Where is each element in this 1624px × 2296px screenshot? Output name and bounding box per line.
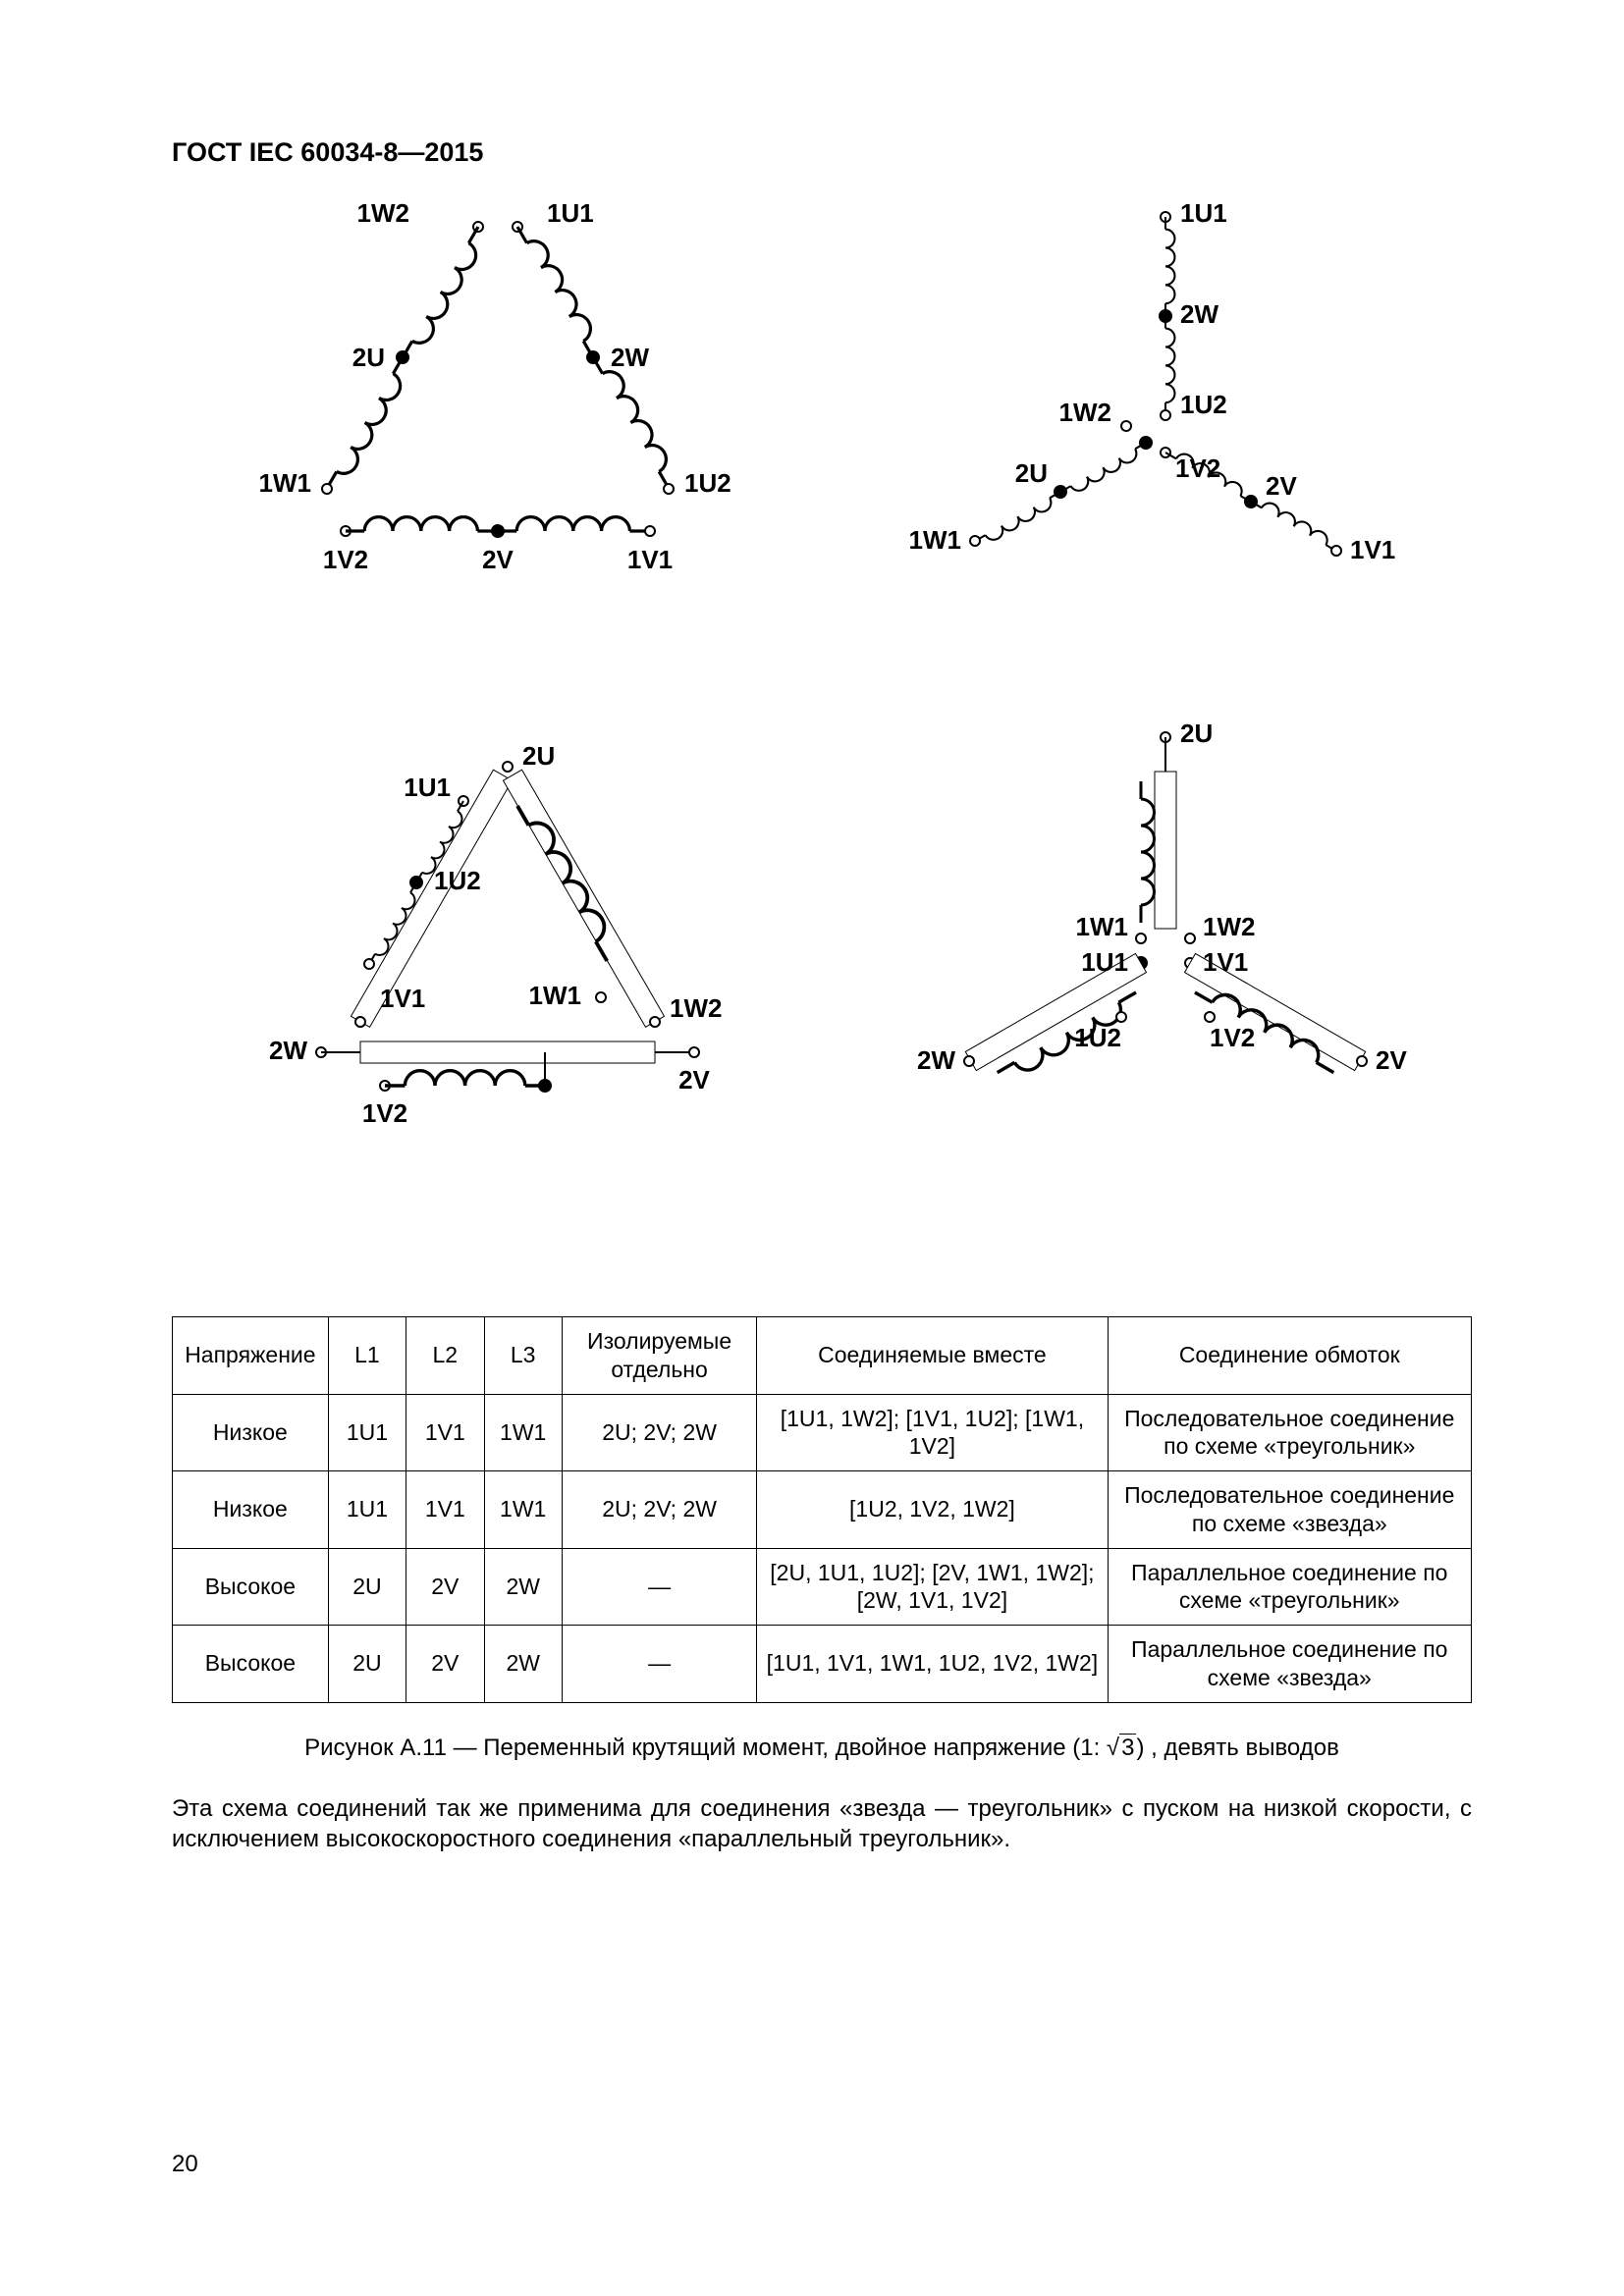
table-row: Высокое 2U 2V 2W — [2U, 1U1, 1U2]; [2V, … <box>173 1548 1472 1626</box>
svg-text:2W: 2W <box>917 1045 955 1075</box>
svg-text:1V1: 1V1 <box>380 984 425 1013</box>
col-scheme: Соединение обмоток <box>1108 1317 1471 1395</box>
svg-text:2W: 2W <box>269 1036 307 1065</box>
table-row: Высокое 2U 2V 2W — [1U1, 1V1, 1W1, 1U2, … <box>173 1626 1472 1703</box>
svg-text:1U2: 1U2 <box>1074 1023 1121 1052</box>
connection-table: Напряжение L1 L2 L3 Изолируемые отдельно… <box>172 1316 1472 1703</box>
svg-text:2V: 2V <box>1266 471 1297 501</box>
col-voltage: Напряжение <box>173 1317 329 1395</box>
document-header: ГОСТ IEC 60034-8—2015 <box>172 137 1472 168</box>
svg-text:1W1: 1W1 <box>259 468 311 498</box>
table-header-row: Напряжение L1 L2 L3 Изолируемые отдельно… <box>173 1317 1472 1395</box>
svg-text:1V1: 1V1 <box>1203 947 1248 977</box>
svg-text:1U1: 1U1 <box>1180 198 1227 228</box>
svg-text:2U: 2U <box>1015 458 1048 488</box>
col-joined: Соединяемые вместе <box>757 1317 1108 1395</box>
col-l1: L1 <box>328 1317 406 1395</box>
svg-text:1V2: 1V2 <box>1210 1023 1255 1052</box>
svg-text:1U2: 1U2 <box>684 468 731 498</box>
winding-diagrams: line, path, circle { stroke:#000; fill:n… <box>172 197 1472 1307</box>
svg-text:1W1: 1W1 <box>1076 912 1128 941</box>
svg-text:1V1: 1V1 <box>1350 535 1395 564</box>
svg-text:1W2: 1W2 <box>1203 912 1255 941</box>
diagrams-svg: line, path, circle { stroke:#000; fill:n… <box>172 197 1472 1307</box>
svg-text:1V2: 1V2 <box>362 1098 407 1128</box>
page: ГОСТ IEC 60034-8—2015 line, path, circle… <box>0 0 1624 2296</box>
svg-text:2W: 2W <box>1180 299 1218 329</box>
svg-text:1V2: 1V2 <box>1175 454 1220 483</box>
svg-text:1W1: 1W1 <box>529 981 581 1010</box>
col-l2: L2 <box>406 1317 484 1395</box>
svg-text:1U1: 1U1 <box>404 773 451 802</box>
diagram-star-series: 1U1 2W 1U2 1W2 1V2 2U 2V 1W1 1V1 <box>909 198 1396 564</box>
svg-text:2U: 2U <box>522 741 555 771</box>
svg-text:1U1: 1U1 <box>1081 947 1128 977</box>
diagram-delta-parallel: 2U 1U1 1U2 1V1 1W1 1W2 2W 1V2 2V <box>269 741 722 1128</box>
diagram-star-parallel: 2U 1W1 1W2 1U1 1V1 1U2 1V2 2W 2V <box>917 719 1407 1086</box>
svg-text:1W1: 1W1 <box>909 525 961 555</box>
svg-text:1W2: 1W2 <box>357 198 409 228</box>
svg-text:1W2: 1W2 <box>670 993 722 1023</box>
svg-text:2W: 2W <box>611 343 649 372</box>
svg-text:1V2: 1V2 <box>323 545 368 574</box>
body-paragraph: Эта схема соединений так же применима дл… <box>172 1793 1472 1854</box>
svg-text:2V: 2V <box>482 545 514 574</box>
sqrt-icon: 3 <box>1107 1735 1137 1762</box>
diagram-delta-series: 1W2 1U1 2U 2W 1W1 1U2 1V2 2V 1V1 <box>259 198 731 574</box>
svg-text:2U: 2U <box>1180 719 1213 748</box>
svg-text:2V: 2V <box>678 1065 710 1095</box>
table-row: Низкое 1U1 1V1 1W1 2U; 2V; 2W [1U2, 1V2,… <box>173 1471 1472 1549</box>
svg-text:1V1: 1V1 <box>627 545 673 574</box>
svg-text:2V: 2V <box>1376 1045 1407 1075</box>
svg-text:1W2: 1W2 <box>1059 398 1111 427</box>
svg-text:1U2: 1U2 <box>434 866 481 895</box>
page-number: 20 <box>172 2151 198 2178</box>
table-row: Низкое 1U1 1V1 1W1 2U; 2V; 2W [1U1, 1W2]… <box>173 1394 1472 1471</box>
col-isolated: Изолируемые отдельно <box>562 1317 756 1395</box>
svg-text:1U1: 1U1 <box>547 198 594 228</box>
col-l3: L3 <box>484 1317 562 1395</box>
svg-text:1U2: 1U2 <box>1180 390 1227 419</box>
svg-text:2U: 2U <box>352 343 385 372</box>
figure-caption: Рисунок А.11 — Переменный крутящий момен… <box>172 1735 1472 1762</box>
